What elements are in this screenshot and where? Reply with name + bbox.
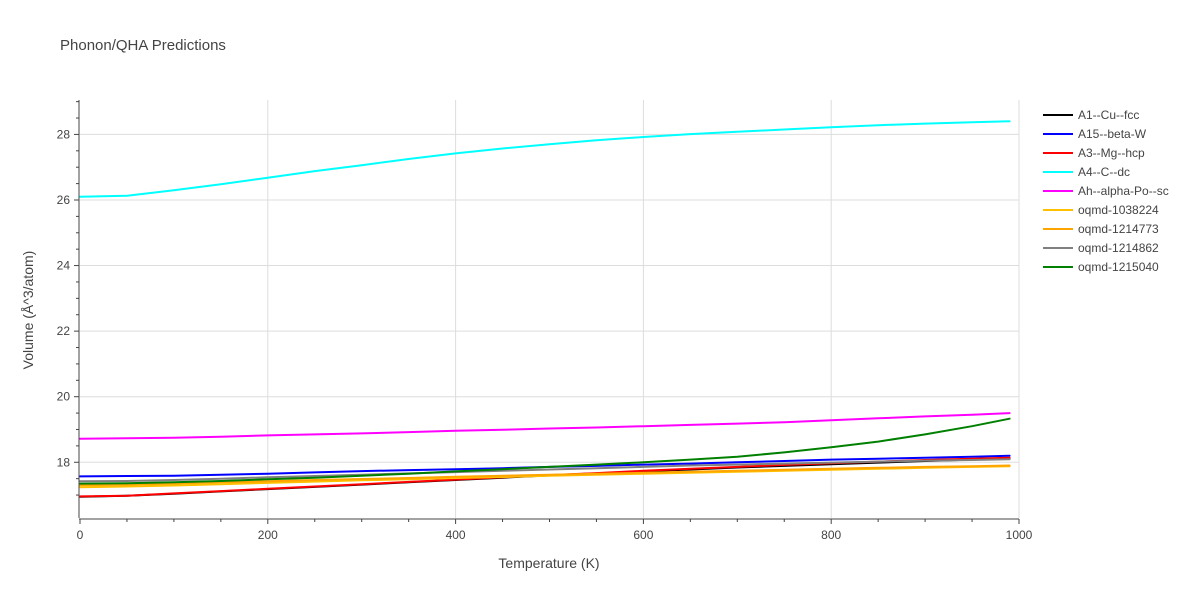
legend-label: oqmd-1215040 bbox=[1078, 260, 1159, 274]
y-tick-label: 26 bbox=[57, 193, 71, 207]
legend-item[interactable]: oqmd-1038224 bbox=[1043, 203, 1159, 217]
y-tick-label: 18 bbox=[57, 455, 71, 469]
legend-label: A3--Mg--hcp bbox=[1078, 146, 1145, 160]
tick-labels: 0 200 400 600 800 1000 18 20 22 24 26 28 bbox=[57, 127, 1033, 542]
x-tick-label: 1000 bbox=[1006, 528, 1033, 542]
y-tick-label: 20 bbox=[57, 390, 71, 404]
series-line-oqmd-1214862[interactable] bbox=[79, 458, 1011, 483]
legend-label: oqmd-1038224 bbox=[1078, 203, 1159, 217]
legend-item[interactable]: oqmd-1214773 bbox=[1043, 222, 1159, 236]
chart-title: Phonon/QHA Predictions bbox=[60, 37, 226, 54]
series-lines bbox=[79, 120, 1011, 498]
series-line-oqmd-1215040[interactable] bbox=[79, 417, 1011, 485]
legend-label: A1--Cu--fcc bbox=[1078, 108, 1139, 122]
x-tick-label: 0 bbox=[77, 528, 84, 542]
y-tick-label: 22 bbox=[57, 324, 71, 338]
x-axis-title: Temperature (K) bbox=[498, 555, 599, 571]
axes bbox=[74, 100, 1020, 524]
x-tick-label: 400 bbox=[446, 528, 466, 542]
legend-item[interactable]: oqmd-1214862 bbox=[1043, 241, 1159, 255]
gridlines bbox=[80, 100, 1020, 518]
legend-label: A4--C--dc bbox=[1078, 165, 1130, 179]
legend-label: oqmd-1214773 bbox=[1078, 222, 1159, 236]
legend-label: oqmd-1214862 bbox=[1078, 241, 1159, 255]
y-axis-title: Volume (Å^3/atom) bbox=[20, 251, 36, 370]
legend-item[interactable]: oqmd-1215040 bbox=[1043, 260, 1159, 274]
y-tick-label: 24 bbox=[57, 259, 71, 273]
series-line-oqmd-1214773[interactable] bbox=[79, 464, 1011, 487]
series-line-ah-alpha-po-sc[interactable] bbox=[79, 412, 1011, 440]
x-tick-label: 800 bbox=[821, 528, 841, 542]
x-tick-label: 600 bbox=[633, 528, 653, 542]
legend-label: Ah--alpha-Po--sc bbox=[1078, 184, 1169, 198]
legend-item[interactable]: A4--C--dc bbox=[1043, 165, 1130, 179]
series-line-a4-c-dc[interactable] bbox=[79, 120, 1011, 198]
legend-item[interactable]: A1--Cu--fcc bbox=[1043, 108, 1139, 122]
legend-item[interactable]: A3--Mg--hcp bbox=[1043, 146, 1145, 160]
x-tick-label: 200 bbox=[258, 528, 278, 542]
y-tick-label: 28 bbox=[57, 127, 71, 141]
legend-item[interactable]: A15--beta-W bbox=[1043, 127, 1147, 141]
legend-item[interactable]: Ah--alpha-Po--sc bbox=[1043, 184, 1169, 198]
legend-label: A15--beta-W bbox=[1078, 127, 1147, 141]
series-line-a15-beta-w[interactable] bbox=[79, 454, 1011, 478]
legend[interactable]: A1--Cu--fcc A15--beta-W A3--Mg--hcp A4--C--… bbox=[1043, 108, 1169, 274]
